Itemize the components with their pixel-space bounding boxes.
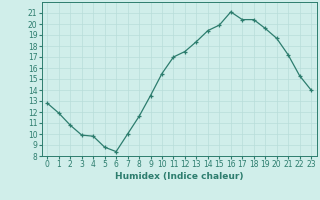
X-axis label: Humidex (Indice chaleur): Humidex (Indice chaleur) [115,172,244,181]
